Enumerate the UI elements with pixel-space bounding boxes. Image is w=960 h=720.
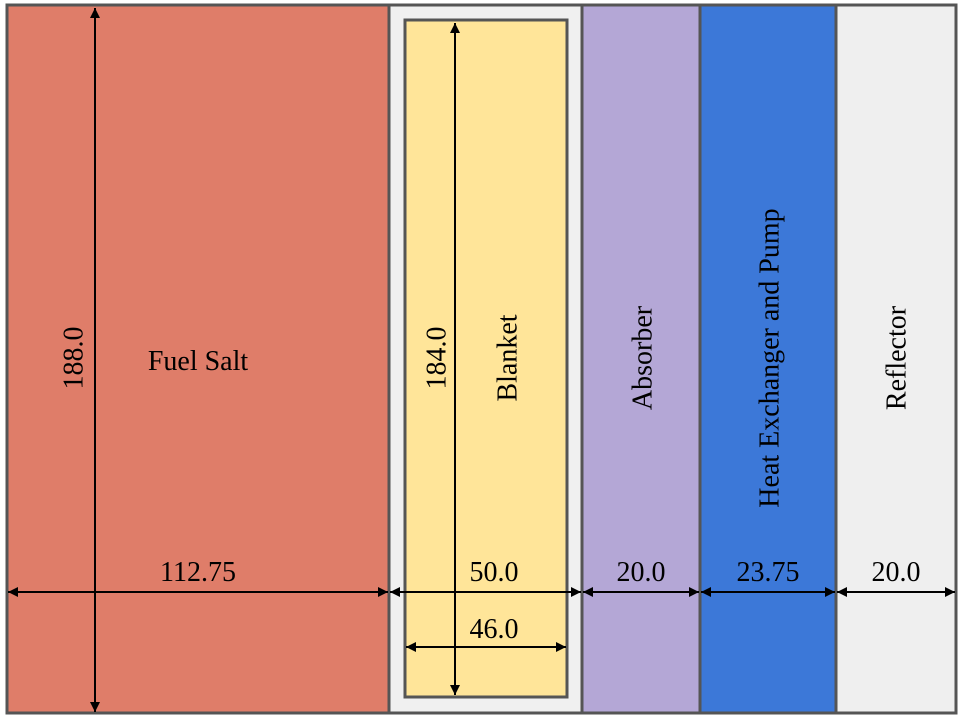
- fuel-salt-label: Fuel Salt: [148, 346, 249, 377]
- reflector-width-label: 20.0: [872, 557, 921, 588]
- blanket-region: [403, 18, 569, 699]
- heat-exchanger-label: Heat Exchanger and Pump: [755, 208, 786, 507]
- fuel-salt-height-label: 188.0: [59, 327, 90, 390]
- absorber-label: Absorber: [628, 305, 659, 410]
- fuel-salt-width-label: 112.75: [160, 557, 236, 588]
- blanket-height-label: 184.0: [422, 327, 453, 390]
- blanket-width-label: 46.0: [470, 614, 519, 645]
- heat-exchanger-width-label: 23.75: [737, 557, 800, 588]
- absorber-width-label: 20.0: [617, 557, 666, 588]
- gap-width-label: 50.0: [470, 557, 519, 588]
- blanket-label: Blanket: [493, 314, 524, 401]
- reflector-label: Reflector: [882, 305, 913, 410]
